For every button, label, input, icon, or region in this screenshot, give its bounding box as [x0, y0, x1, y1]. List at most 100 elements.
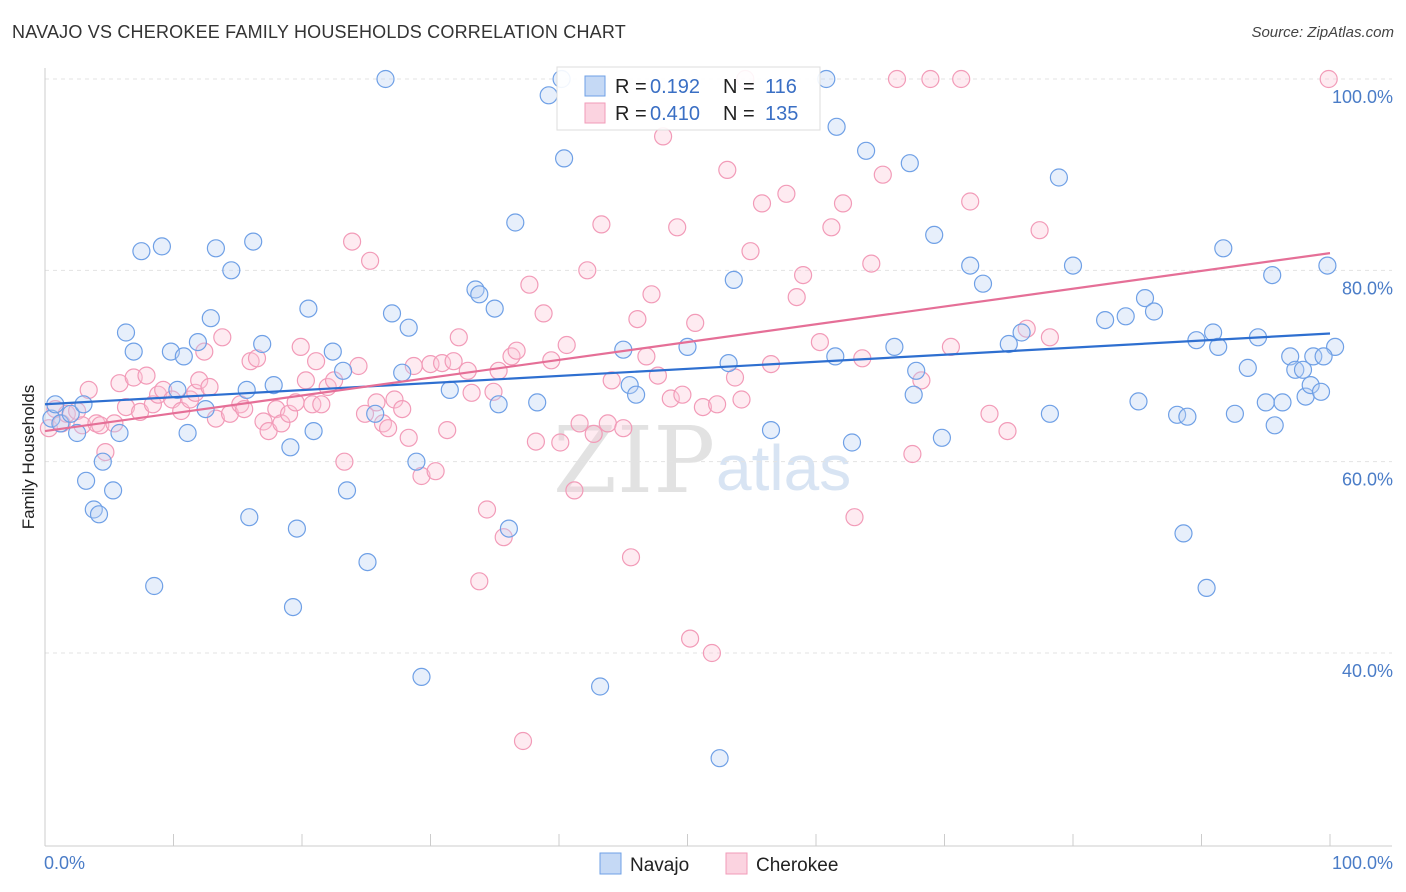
x-tick-label-min: 0.0%	[44, 853, 85, 873]
navajo-point	[376, 69, 395, 89]
cherokee-point	[887, 69, 907, 89]
navajo-point	[1281, 347, 1300, 366]
cherokee-point	[551, 433, 570, 452]
cherokee-point	[961, 192, 980, 211]
navajo-point	[1129, 392, 1148, 411]
navajo-point	[67, 423, 87, 443]
navajo-point	[999, 334, 1018, 354]
navajo-point	[1063, 256, 1083, 275]
stats-navajo-r-value: 0.192	[650, 76, 700, 98]
cherokee-point	[343, 232, 362, 251]
navajo-point	[1040, 404, 1060, 423]
cherokee-point	[190, 371, 209, 390]
cherokee-point	[137, 366, 156, 385]
navajo-point	[925, 225, 944, 244]
cherokee-point	[592, 215, 611, 234]
cherokee-point	[444, 352, 463, 371]
navajo-point	[590, 677, 610, 696]
navajo-point	[323, 342, 342, 361]
cherokee-point	[637, 347, 656, 366]
watermark-atlas: atlas	[716, 432, 851, 504]
cherokee-point	[680, 629, 700, 648]
cherokee-point	[307, 352, 326, 371]
navajo-point	[1238, 358, 1257, 377]
navajo-point	[1273, 393, 1292, 412]
navajo-point	[132, 242, 151, 261]
legend-label-navajo: Navajo	[630, 855, 689, 876]
cherokee-point	[349, 356, 368, 376]
cherokee-point	[752, 194, 772, 213]
cherokee-point	[385, 390, 404, 409]
navajo-point	[103, 481, 123, 500]
navajo-point	[626, 385, 646, 404]
navajo-point	[407, 452, 426, 471]
cherokee-point	[280, 404, 299, 423]
navajo-point	[145, 576, 164, 596]
cherokee-point	[296, 371, 315, 390]
navajo-point	[907, 361, 926, 380]
legend-swatch-cherokee	[725, 852, 748, 875]
cherokee-point	[1030, 221, 1049, 240]
cherokee-point	[845, 508, 864, 527]
chart-source: Source: ZipAtlas.com	[1251, 24, 1394, 41]
cherokee-point	[741, 242, 760, 261]
stats-cherokee-n-label: N =	[723, 103, 755, 125]
cherokee-point	[732, 390, 751, 409]
navajo-point	[253, 334, 272, 354]
legend-label-cherokee: Cherokee	[756, 855, 838, 876]
cherokee-point	[614, 419, 633, 438]
navajo-point	[842, 433, 862, 452]
navajo-point	[178, 423, 197, 443]
cherokee-point	[980, 404, 999, 423]
navajo-point	[1135, 289, 1155, 308]
navajo-point	[1116, 307, 1135, 326]
cherokee-point	[200, 377, 219, 397]
y-tick-label-80: 80.0%	[1342, 278, 1393, 298]
y-tick-label-60: 60.0%	[1342, 470, 1393, 490]
cherokee-point	[598, 414, 617, 433]
cherokee-point	[921, 69, 940, 89]
navajo-point	[366, 404, 385, 423]
navajo-point	[856, 141, 876, 160]
cherokee-point	[1040, 328, 1060, 347]
cherokee-point	[628, 310, 647, 329]
navajo-point	[499, 519, 518, 538]
navajo-point	[124, 342, 143, 361]
navajo-point	[827, 117, 846, 136]
navajo-point	[412, 667, 431, 687]
y-tick-label-100: 100.0%	[1332, 87, 1393, 107]
cherokee-point	[941, 337, 961, 356]
navajo-point	[76, 471, 96, 490]
navajo-point	[1225, 404, 1245, 423]
chart-title: NAVAJO VS CHEROKEE FAMILY HOUSEHOLDS COR…	[12, 22, 626, 42]
navajo-point	[1095, 311, 1115, 330]
navajo-point	[393, 363, 412, 382]
cherokee-point	[426, 462, 445, 481]
cherokee-point	[247, 349, 267, 368]
cherokee-point	[578, 261, 597, 280]
navajo-point	[299, 299, 318, 318]
cherokee-point	[477, 500, 497, 519]
legend-swatch-navajo	[599, 852, 622, 875]
cherokee-point	[621, 548, 641, 567]
navajo-point	[74, 395, 93, 414]
navajo-point	[973, 274, 993, 293]
navajo-point	[206, 239, 225, 258]
navajo-point	[489, 395, 508, 414]
navajo-point	[1311, 382, 1331, 401]
navajo-point	[1293, 360, 1313, 379]
cherokee-point	[520, 275, 539, 294]
navajo-point	[1318, 256, 1337, 275]
y-tick-label-40: 40.0%	[1342, 661, 1393, 681]
cherokee-point	[462, 383, 481, 402]
cherokee-point	[584, 424, 603, 443]
stats-legend: R = 0.192 N = 116 R = 0.410 N = 135	[556, 66, 821, 131]
navajo-point	[719, 354, 738, 373]
navajo-point	[283, 597, 303, 617]
navajo-point	[932, 428, 952, 447]
stats-swatch-cherokee	[584, 102, 606, 124]
cherokee-point	[668, 218, 687, 237]
navajo-point	[174, 347, 193, 366]
cherokee-point	[952, 69, 971, 89]
